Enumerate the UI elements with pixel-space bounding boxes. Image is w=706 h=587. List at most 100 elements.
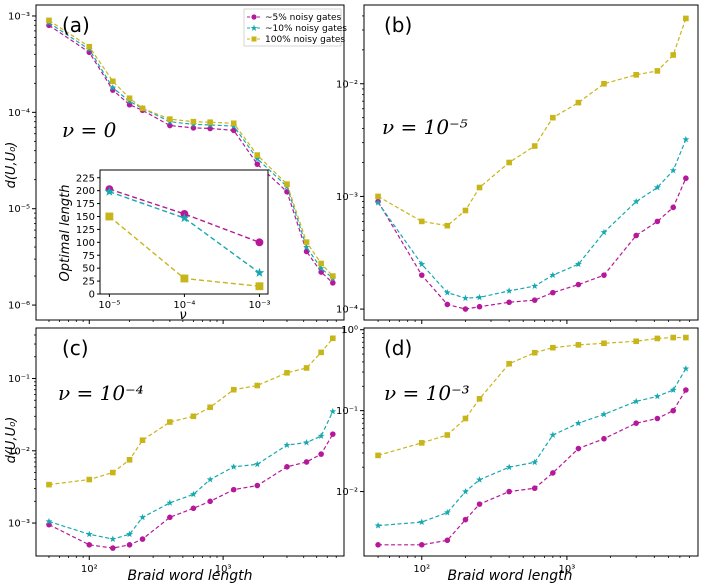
inset-point-1-0 <box>104 186 115 196</box>
point-d-0-1 <box>418 542 425 548</box>
point-d-1-13 <box>682 365 690 372</box>
legend-frame <box>243 8 342 47</box>
point-c-1-0 <box>45 517 53 525</box>
point-d-2-2 <box>444 432 451 438</box>
point-c-0-7 <box>207 498 213 505</box>
point-d-2-10 <box>633 338 639 345</box>
inset-point-2-1 <box>180 274 189 283</box>
point-d-2-5 <box>506 360 512 367</box>
inset-ytick-label-7: 175 <box>76 199 95 210</box>
point-a-2-6 <box>190 118 197 125</box>
point-c-0-3 <box>126 542 133 548</box>
legend-label-5: ~5% noisy gates <box>265 13 342 23</box>
inset-ytick-label-2: 50 <box>82 264 95 275</box>
point-d-1-9 <box>600 410 608 418</box>
point-b-2-8 <box>575 99 582 106</box>
point-c-0-11 <box>303 459 310 465</box>
point-c-1-8 <box>230 463 238 470</box>
point-c-1-10 <box>283 441 291 448</box>
point-c-1-13 <box>329 407 337 415</box>
panel-b-label: (b) <box>384 13 412 37</box>
point-b-0-1 <box>418 272 425 278</box>
point-c-0-12 <box>318 451 324 457</box>
point-d-2-11 <box>654 335 661 342</box>
point-d-1-12 <box>669 386 677 393</box>
point-d-1-0 <box>374 522 382 529</box>
point-d-1-7 <box>549 431 557 438</box>
point-d-2-3 <box>462 415 469 422</box>
panel-c-label: (c) <box>62 336 89 360</box>
point-c-1-2 <box>109 535 117 542</box>
inset-xtick-label-0: 10⁻⁵ <box>98 300 120 311</box>
point-d-0-12 <box>670 407 677 414</box>
inset-xtick-label-1: 10⁻⁴ <box>173 300 195 311</box>
panel-a-annotation: ν = 0 <box>62 118 117 142</box>
xtick-label-c-1: 10³ <box>215 564 232 575</box>
series-line-d-1 <box>378 368 687 527</box>
point-a-2-7 <box>207 119 213 126</box>
inset-xtick-label-2: 10⁻³ <box>248 300 270 311</box>
ylabel-top: d(U,U₀) <box>4 142 19 189</box>
legend-marker-100 <box>251 36 257 42</box>
inset-ytick-label-0: 0 <box>89 290 95 301</box>
ytick-label-a-3: 10⁻³ <box>8 11 30 22</box>
legend-marker-10: ★ <box>250 24 258 34</box>
ytick-label-c-1: 10⁻² <box>8 446 30 457</box>
panel-b: 10⁻⁴ 10⁻³ 10⁻² (b) ν = 10⁻⁵ <box>336 4 699 324</box>
inset-ytick-label-3: 75 <box>82 251 95 262</box>
point-b-0-11 <box>654 218 661 225</box>
point-b-2-3 <box>462 207 469 214</box>
point-a-2-11 <box>303 239 310 245</box>
point-b-2-10 <box>633 72 639 78</box>
panel-a: 10⁻⁶ 10⁻⁵ 10⁻⁴ 10⁻³ (a) ν = 0 ~5% noisy gat… <box>8 4 347 324</box>
point-a-0-13 <box>330 280 336 286</box>
point-c-2-2 <box>110 469 116 476</box>
inset-point-1-2 <box>254 267 265 277</box>
ytick-label-b-1: 10⁻³ <box>336 192 358 203</box>
point-b-1-9 <box>600 228 608 236</box>
point-d-1-11 <box>653 392 661 400</box>
point-c-2-3 <box>126 457 133 463</box>
panel-d-annotation: ν = 10⁻³ <box>384 381 470 405</box>
point-c-1-4 <box>139 513 146 521</box>
point-b-0-7 <box>550 289 556 296</box>
point-a-2-2 <box>110 78 116 85</box>
point-a-1-9 <box>253 155 261 162</box>
point-a-0-9 <box>254 161 261 167</box>
inset-point-2-0 <box>105 212 114 221</box>
point-d-0-3 <box>462 516 469 523</box>
point-a-2-0 <box>46 17 52 24</box>
series-line-d-2 <box>377 336 686 456</box>
legend-marker-5 <box>251 14 257 20</box>
point-b-0-10 <box>633 232 639 239</box>
point-b-1-8 <box>574 260 582 268</box>
series-line-b-2 <box>377 18 687 227</box>
inset-ytick-label-6: 150 <box>76 212 95 223</box>
panel-d: 10⁻² 10⁻¹ 10⁰ 10² 10³ (d) ν = 10⁻³ <box>336 325 699 575</box>
xlabel-right: Braid word length <box>448 568 573 584</box>
point-b-0-8 <box>575 281 582 288</box>
point-c-1-5 <box>166 499 174 506</box>
point-b-0-12 <box>670 204 677 211</box>
point-d-1-1 <box>418 518 426 525</box>
series-line-c-0 <box>48 433 334 549</box>
point-d-0-10 <box>633 420 639 426</box>
point-a-0-6 <box>190 125 197 131</box>
point-c-2-8 <box>230 386 237 393</box>
point-b-0-13 <box>683 175 689 182</box>
point-d-0-5 <box>506 488 512 495</box>
inset-point-2-2 <box>255 282 264 291</box>
point-a-0-5 <box>167 122 173 129</box>
point-c-1-9 <box>253 460 261 468</box>
point-c-2-0 <box>46 481 52 488</box>
series-line-a-2 <box>48 19 334 277</box>
point-b-0-9 <box>601 272 607 278</box>
point-b-0-4 <box>476 303 483 310</box>
series-line-c-1 <box>48 411 334 540</box>
series-line-a-1 <box>48 22 334 279</box>
ytick-label-d-2: 10⁰ <box>341 325 358 336</box>
point-a-2-10 <box>284 181 290 187</box>
point-c-0-10 <box>284 464 290 470</box>
point-c-2-11 <box>303 365 310 371</box>
